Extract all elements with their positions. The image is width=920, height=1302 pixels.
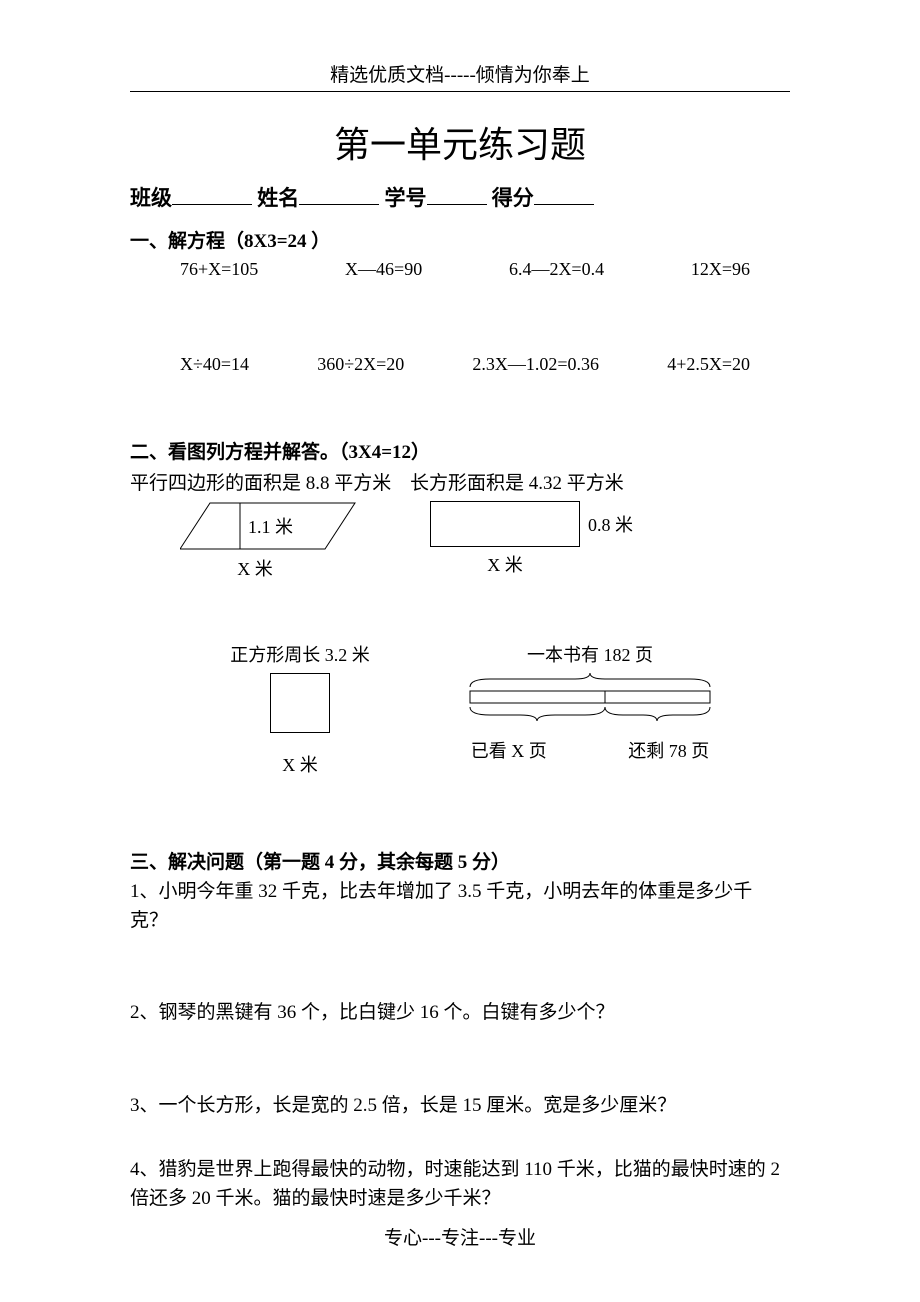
book-labels: 已看 X 页 还剩 78 页	[430, 737, 750, 763]
section2-heading: 二、看图列方程并解答。（3X4=12）	[130, 437, 790, 464]
parallelogram-x-label: X 米	[180, 555, 330, 581]
name-blank	[299, 184, 379, 205]
rectangle-caption: 长方形面积是 4.32 平方米	[410, 468, 624, 495]
equation: 12X=96	[691, 259, 750, 280]
section3-heading: 三、解决问题（第一题 4 分，其余每题 5 分）	[130, 847, 790, 874]
square-shape	[270, 673, 330, 733]
equation-row-2: X÷40=14 360÷2X=20 2.3X—1.02=0.36 4+2.5X=…	[130, 352, 790, 377]
class-blank	[172, 184, 252, 205]
square-cell: 正方形周长 3.2 米 X 米	[130, 641, 430, 777]
question-3: 3、一个长方形，长是宽的 2.5 倍，长是 15 厘米。宽是多少厘米？	[130, 1092, 790, 1121]
score-blank	[534, 184, 594, 205]
rectangle-height-label: 0.8 米	[588, 511, 633, 537]
book-left-label: 还剩 78 页	[628, 737, 709, 763]
parallelogram-shape: 1.1 米	[180, 501, 360, 551]
id-blank	[427, 184, 487, 205]
square-x-label: X 米	[170, 751, 430, 777]
book-cell: 一本书有 182 页 已看 X 页 还剩 78 页	[430, 641, 750, 777]
score-label: 得分	[492, 186, 534, 210]
shapes-row-1: 1.1 米 X 米 0.8 米 X 米	[130, 501, 790, 581]
equation: 360÷2X=20	[317, 354, 404, 375]
book-read-label: 已看 X 页	[471, 737, 547, 763]
equation-row-1: 76+X=105 X—46=90 6.4—2X=0.4 12X=96	[130, 257, 790, 282]
question-1: 1、小明今年重 32 千克，比去年增加了 3.5 千克，小明去年的体重是多少千克…	[130, 878, 790, 935]
equation: 76+X=105	[180, 259, 258, 280]
book-brace-diagram	[465, 673, 715, 721]
parallelogram-height-label: 1.1 米	[248, 513, 293, 539]
section1-heading: 一、解方程（8X3=24 ）	[130, 226, 790, 253]
question-4: 4、猎豹是世界上跑得最快的动物，时速能达到 110 千米，比猫的最快时速的 2 …	[130, 1156, 790, 1213]
student-info-row: 班级 姓名 学号 得分	[130, 182, 790, 212]
parallelogram-caption: 平行四边形的面积是 8.8 平方米	[130, 468, 410, 495]
equation: 4+2.5X=20	[667, 354, 750, 375]
page-header: 精选优质文档-----倾情为你奉上	[130, 60, 790, 92]
id-label: 学号	[385, 186, 427, 210]
book-caption: 一本书有 182 页	[430, 641, 750, 667]
equation: X—46=90	[345, 259, 422, 280]
parallelogram-cell: 1.1 米 X 米	[130, 501, 430, 581]
shapes-row-2: 正方形周长 3.2 米 X 米 一本书有 182 页 已看 X 页 还剩 78 …	[130, 641, 790, 777]
rectangle-shape	[430, 501, 580, 547]
equation: X÷40=14	[180, 354, 249, 375]
square-caption: 正方形周长 3.2 米	[170, 641, 430, 667]
name-label: 姓名	[257, 186, 299, 210]
class-label: 班级	[130, 186, 172, 210]
equation: 6.4—2X=0.4	[509, 259, 604, 280]
section2-captions-row: 平行四边形的面积是 8.8 平方米 长方形面积是 4.32 平方米	[130, 468, 790, 495]
page: 精选优质文档-----倾情为你奉上 第一单元练习题 班级 姓名 学号 得分 一、…	[0, 0, 920, 1290]
question-2: 2、钢琴的黑键有 36 个，比白键少 16 个。白键有多少个？	[130, 999, 790, 1028]
page-footer: 专心---专注---专业	[130, 1223, 790, 1250]
document-title: 第一单元练习题	[130, 116, 790, 168]
rectangle-x-label: X 米	[430, 551, 580, 577]
equation: 2.3X—1.02=0.36	[472, 354, 599, 375]
rectangle-cell: 0.8 米 X 米	[430, 501, 730, 581]
